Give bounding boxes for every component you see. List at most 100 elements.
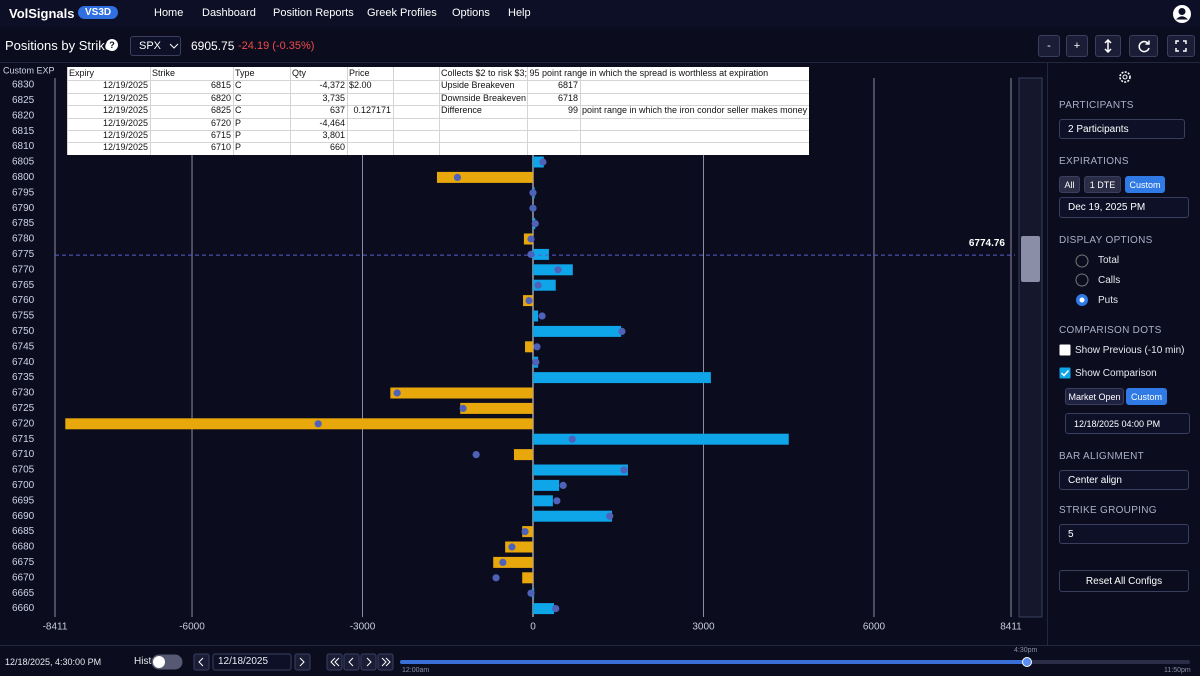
radio-label[interactable]: Calls [1098,275,1121,286]
sheet-cell: C [235,80,242,91]
sheet-cell: 6815 [210,80,231,91]
sheet-gridline [439,67,440,155]
sheet-cell: 0.127171 [353,105,391,116]
checkbox-label[interactable]: Show Comparison [1075,368,1157,379]
sidebar [1047,62,1200,645]
y-tick-label: 6795 [12,187,35,198]
checkboxes[interactable] [1059,344,1071,380]
timestamp: 12/18/2025, 4:30:00 PM [5,657,102,667]
comparison-dot [538,312,546,320]
participants-select[interactable]: 2 Participants [1059,119,1185,139]
y-tick-label: 6785 [12,218,35,229]
slider-current: 4:30pm [1014,647,1038,654]
sheet-gridline [67,142,809,144]
zoom-in[interactable]: + [1066,35,1088,57]
reset-button[interactable]: Reset All Configs [1059,570,1189,592]
nav-item[interactable]: Greek Profiles [367,7,437,19]
expiration-button[interactable]: 1 DTE [1084,176,1121,193]
sheet-cell: 6820 [210,92,231,103]
nav-item[interactable]: Options [452,7,490,19]
comparison-dot [529,204,537,212]
nav-item[interactable]: Dashboard [202,7,256,19]
time-slider[interactable] [400,652,1195,672]
price: 6905.75 [191,39,235,53]
sheet-cell: Collects $2 to risk $3; 95 point range i… [441,68,769,78]
section-label: STRIKE GROUPING [1059,505,1157,516]
checkbox-label[interactable]: Show Previous (-10 min) [1075,345,1185,356]
comparison-time[interactable]: 12/18/2025 04:00 PM [1065,413,1190,434]
bar [533,479,560,491]
historical-toggle[interactable] [151,654,183,670]
expiration-select[interactable]: Dec 19, 2025 PM [1059,197,1189,218]
minimap-thumb[interactable] [1021,236,1040,282]
expiration-button[interactable]: Custom [1125,176,1165,193]
symbol-select[interactable]: SPX [130,36,181,56]
symbol: SPX [139,40,162,52]
y-tick-label: 6730 [12,388,35,399]
comparison-dot [554,266,562,274]
help-icon[interactable]: ? [106,39,118,51]
sheet-cell: P [235,117,242,128]
nav-item[interactable]: Position Reports [273,7,354,19]
sheet-cell: Qty [292,68,307,78]
sheet-gridline [233,67,234,155]
bar [533,495,553,507]
comparison-button[interactable]: Custom [1126,388,1167,405]
expiration-button[interactable]: All [1059,176,1080,193]
user-icon[interactable] [1172,4,1192,24]
minimap[interactable] [1018,77,1043,618]
y-tick-label: 6820 [12,110,35,121]
sheet-cell: 6825 [210,105,231,116]
comparison-dot [559,481,567,489]
sheet-cell: Difference [441,105,482,116]
bar [533,325,622,337]
y-tick-label: 6810 [12,141,35,152]
sheet-cell: 12/19/2025 [102,117,148,128]
bar [460,402,533,414]
comparison-dot [525,297,533,305]
refresh-button[interactable] [1129,35,1158,57]
sheet-cell: -4,372 [319,80,345,91]
sheet-cell: 12/19/2025 [102,92,148,103]
fullscreen-button[interactable] [1167,35,1195,57]
sheet-cell: Strike [152,68,176,78]
x-tick-label: -3000 [350,622,376,633]
sheet-cell: 637 [329,105,345,116]
price-change: -24.19 (-0.35%) [238,40,315,52]
sheet-cell: 6718 [557,92,578,103]
section-label: EXPIRATIONS [1059,156,1129,167]
y-tick-label: 6805 [12,157,35,168]
x-tick-label: 0 [530,622,536,633]
slider-end: 11:50pm [1164,667,1191,674]
sheet-gridline [67,117,809,119]
nav-item[interactable]: Home [154,7,184,19]
selected: 5 [1068,528,1074,540]
alignment-select[interactable]: Center align [1059,470,1189,490]
nav-bar [0,0,1200,27]
bar [390,387,533,399]
sheet-cell: 12/19/2025 [102,80,148,91]
comparison-dot [527,589,535,597]
selected: Dec 19, 2025 PM [1068,202,1146,213]
radio-label[interactable]: Total [1098,255,1120,266]
section-label: COMPARISON DOTS [1059,325,1162,336]
brand[interactable]: VolSignals [9,6,75,21]
grouping-select[interactable]: 5 [1059,524,1189,544]
y-tick-label: 6680 [12,542,35,553]
sheet-cell: C [235,92,242,103]
zoom-out[interactable]: - [1038,35,1060,57]
date-controls[interactable] [193,653,398,671]
nav-item[interactable]: Help [508,7,531,19]
sheet-gridline [290,67,291,155]
settings-icon[interactable] [1118,70,1132,84]
sheet-cell: 6817 [557,80,578,91]
date-value[interactable]: 12/18/2025 [218,656,269,667]
sheet-cell: 12/19/2025 [102,105,148,116]
y-tick-label: 6685 [12,526,35,537]
comparison-button[interactable]: Market Open [1065,388,1124,405]
y-tick-label: 6725 [12,403,35,414]
radio-group[interactable] [1074,253,1090,309]
radio-label[interactable]: Puts [1098,295,1119,306]
view-title: Positions by Strike [5,38,112,53]
fit-button[interactable] [1095,35,1121,57]
